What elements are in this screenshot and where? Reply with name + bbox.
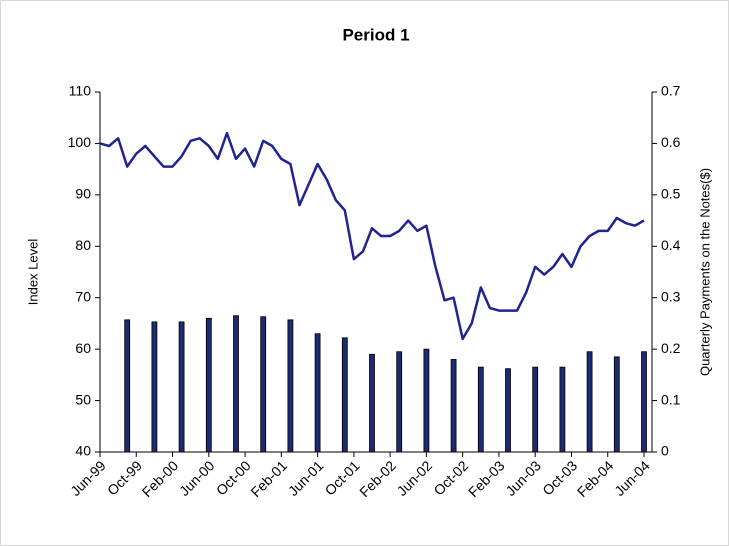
bar [505, 368, 511, 453]
bar [314, 333, 321, 453]
bar [124, 319, 131, 453]
bar [369, 353, 375, 453]
bar [641, 351, 647, 453]
y2-axis-title: Quarterly Payments on the Notes($) [697, 168, 712, 376]
y-tick-label: 80 [75, 237, 91, 253]
y2-tick-label: 0.7 [661, 83, 681, 99]
bar [260, 316, 267, 453]
y-tick-label: 110 [69, 83, 92, 99]
y-tick-label: 70 [75, 288, 91, 304]
bar [205, 317, 212, 453]
bar [450, 359, 457, 453]
bar [396, 351, 403, 453]
bar [287, 319, 294, 453]
bar [532, 366, 539, 453]
y-axis-title: Index Level [25, 239, 40, 306]
bar [613, 356, 620, 453]
bar [233, 315, 239, 453]
y-tick-label: 100 [68, 134, 92, 150]
y2-tick-label: 0.4 [661, 237, 681, 253]
y2-tick-label: 0.5 [661, 186, 681, 202]
bar [423, 348, 430, 453]
y2-tick-label: 0.3 [661, 288, 681, 304]
y-tick-label: 90 [75, 186, 91, 202]
bar [341, 337, 348, 453]
bar [477, 366, 484, 453]
bar [586, 351, 593, 453]
bar [178, 321, 185, 453]
y2-tick-label: 0.1 [661, 391, 681, 407]
y2-tick-label: 0.6 [661, 134, 681, 150]
y-tick-label: 40 [75, 443, 91, 459]
y-tick-label: 50 [75, 391, 91, 407]
chart-title: Period 1 [342, 25, 409, 44]
bar [151, 321, 158, 453]
y2-tick-label: 0.2 [661, 340, 681, 356]
line [99, 131, 645, 341]
bar [559, 366, 566, 453]
y2-tick-label: 0 [661, 443, 669, 459]
y-tick-label: 60 [75, 340, 91, 356]
